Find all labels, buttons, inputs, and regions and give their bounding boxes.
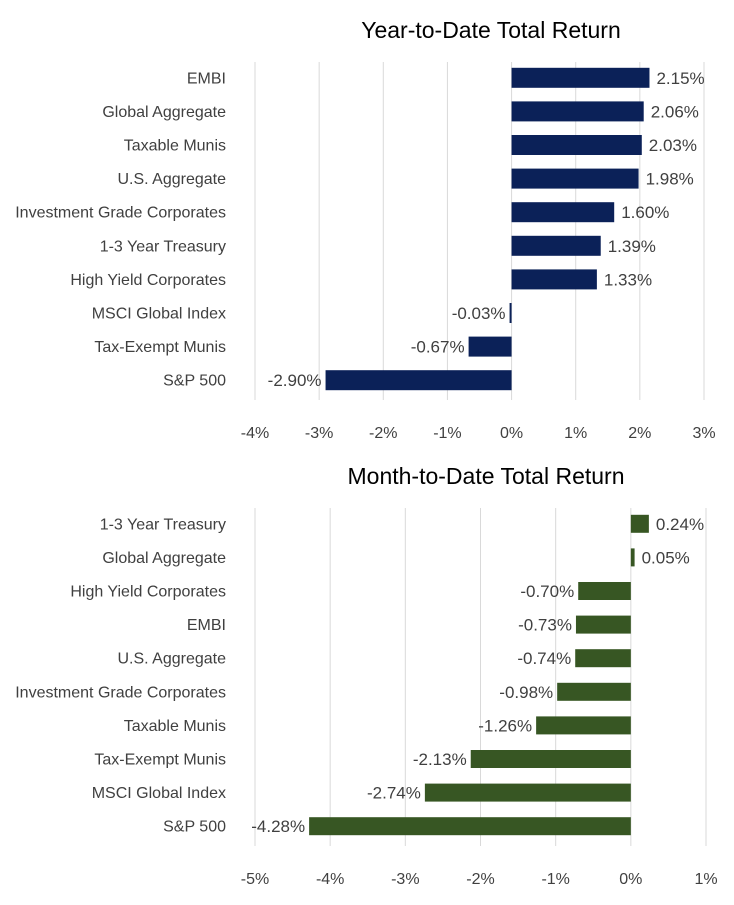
category-label-mtd: EMBI [187,617,226,634]
bar-ytd [509,303,512,323]
x-tick-label-ytd: 3% [692,425,715,442]
bar-mtd [470,750,631,768]
category-label-ytd: U.S. Aggregate [117,171,226,188]
bar-mtd [578,582,631,600]
data-label-ytd: 2.15% [656,69,704,88]
x-tick-label-ytd: 0% [500,425,523,442]
x-tick-label-mtd: -2% [466,871,494,888]
data-label-mtd: -1.26% [478,716,532,735]
bar-mtd [557,682,631,701]
data-label-ytd: 1.98% [646,170,694,189]
category-label-ytd: 1-3 Year Treasury [100,238,226,255]
bar-mtd [630,548,635,567]
x-tick-label-ytd: -4% [241,425,269,442]
data-label-mtd: -0.73% [518,616,572,635]
data-label-mtd: -0.74% [517,649,571,668]
data-label-mtd: -0.98% [499,683,553,702]
data-label-ytd: 1.39% [608,237,656,256]
bar-ytd [511,235,601,256]
x-tick-label-ytd: 1% [564,425,587,442]
x-tick-label-mtd: 1% [694,871,717,888]
chart-title-ytd: Year-to-Date Total Return [361,17,621,43]
category-label-ytd: EMBI [187,70,226,87]
bar-mtd [309,817,631,836]
bar-ytd [511,67,650,88]
bar-ytd [511,269,597,290]
data-label-ytd: -0.67% [411,338,465,357]
x-tick-label-mtd: -1% [541,871,569,888]
data-label-mtd: -0.70% [520,582,574,601]
data-label-mtd: -2.13% [413,750,467,769]
category-label-mtd: U.S. Aggregate [117,651,226,668]
bar-ytd [325,370,512,391]
x-tick-label-ytd: -1% [433,425,461,442]
category-label-ytd: Investment Grade Corporates [15,205,226,222]
category-label-mtd: Investment Grade Corporates [15,684,226,701]
category-label-mtd: 1-3 Year Treasury [100,516,226,533]
bar-ytd [511,202,615,223]
bar-ytd [511,135,642,155]
category-label-ytd: S&P 500 [163,373,226,390]
category-label-ytd: Global Aggregate [102,104,226,121]
category-label-mtd: Global Aggregate [102,550,226,567]
category-label-ytd: Taxable Munis [124,138,226,155]
data-label-ytd: 1.33% [604,270,652,289]
x-tick-label-mtd: -5% [241,871,269,888]
data-label-mtd: -2.74% [367,784,421,803]
bar-ytd [511,168,639,189]
x-tick-label-mtd: -4% [316,871,344,888]
category-label-mtd: High Yield Corporates [70,584,226,601]
bar-ytd [511,101,644,122]
data-label-mtd: 0.05% [642,548,690,567]
data-label-ytd: 2.06% [651,102,699,121]
data-label-mtd: -4.28% [251,817,305,836]
bar-ytd [468,336,512,357]
data-label-ytd: 2.03% [649,136,697,155]
bar-mtd [630,514,649,533]
bar-mtd [424,783,631,802]
chart-title-mtd: Month-to-Date Total Return [348,463,625,489]
category-label-mtd: Tax-Exempt Munis [94,752,226,769]
data-label-ytd: 1.60% [621,203,669,222]
category-label-ytd: High Yield Corporates [70,272,226,289]
data-label-ytd: -2.90% [268,371,322,390]
bar-mtd [575,649,631,668]
category-label-ytd: MSCI Global Index [92,306,226,323]
x-tick-label-ytd: -2% [369,425,397,442]
bar-mtd [536,716,631,735]
category-label-mtd: S&P 500 [163,819,226,836]
x-tick-label-mtd: -3% [391,871,419,888]
category-label-mtd: Taxable Munis [124,718,226,735]
x-tick-label-ytd: -3% [305,425,333,442]
bar-mtd [575,615,631,634]
category-label-ytd: Tax-Exempt Munis [94,339,226,356]
x-tick-label-mtd: 0% [619,871,642,888]
data-label-mtd: 0.24% [656,515,704,534]
category-label-mtd: MSCI Global Index [92,785,226,802]
x-tick-label-ytd: 2% [628,425,651,442]
data-label-ytd: -0.03% [452,304,506,323]
